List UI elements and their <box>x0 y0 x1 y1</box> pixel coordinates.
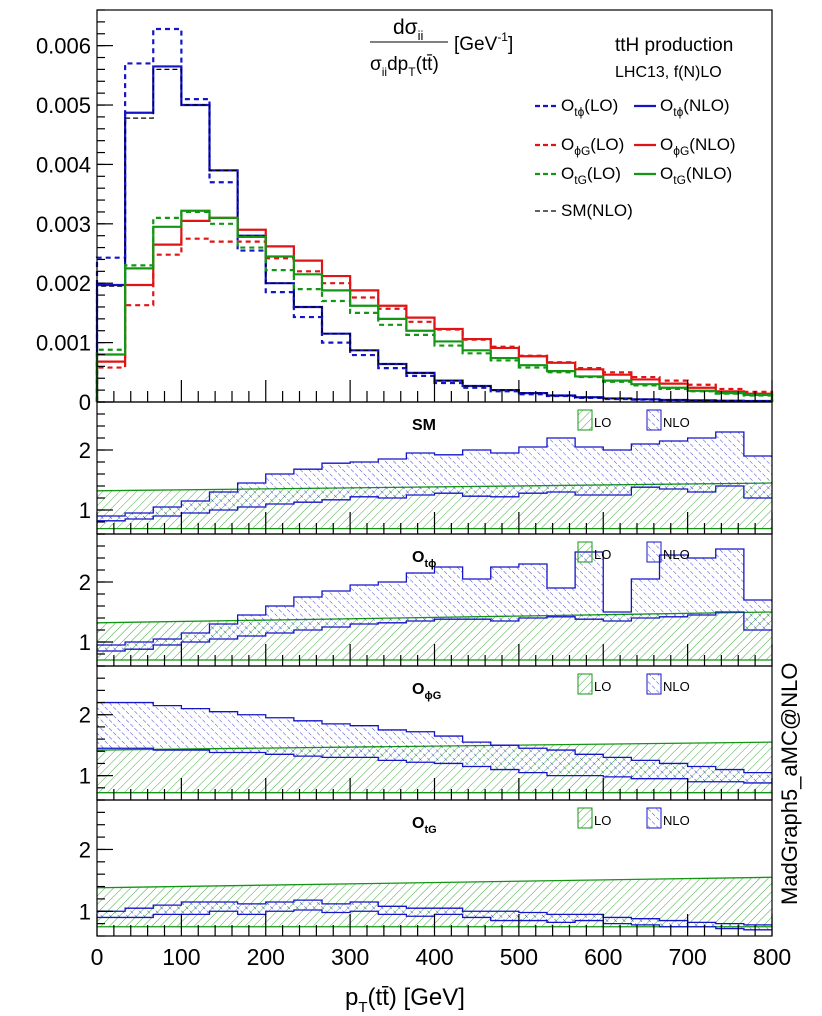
y-tick-label: 0.006 <box>36 34 91 59</box>
formula-denominator: σiidpT(tt̄) <box>370 54 439 79</box>
x-axis: 0 100 200 300 400 500 600 700 800 <box>91 944 792 970</box>
x-tick-label: 400 <box>415 944 453 970</box>
nlo-band-lower <box>97 485 772 522</box>
legend-entry-tphi-lo: Otϕ(LO) <box>535 96 618 119</box>
x-tick-label: 100 <box>162 944 200 970</box>
lo-legend-swatch <box>577 807 593 829</box>
legend-label: OϕG(NLO) <box>660 135 736 158</box>
x-axis-title: pT(tt̄) [GeV] <box>345 984 465 1016</box>
legend-entry-phiG-nlo: OϕG(NLO) <box>634 135 736 158</box>
main-legend: Otϕ(LO) Otϕ(NLO) OϕG(LO) OϕG(NLO) OtG(LO) OtG… <box>535 96 736 220</box>
series-tG-nlo <box>95 209 774 402</box>
ratio-y-tick-label: 1 <box>79 498 91 523</box>
x-tick-label: 600 <box>584 944 622 970</box>
formula-units: [GeV-1] <box>454 30 513 55</box>
ratio-y-tick-label: 2 <box>79 703 91 728</box>
formula-numerator: dσii <box>393 16 424 43</box>
y-tick-label: 0.005 <box>36 93 91 118</box>
ratio-panel-label: SM <box>412 417 436 434</box>
legend-label: OtG(LO) <box>561 164 621 187</box>
ratio-y-tick-label: 1 <box>79 630 91 655</box>
x-tick-label: 200 <box>247 944 285 970</box>
x-tick-label: 700 <box>668 944 706 970</box>
nlo-band-fill <box>97 432 772 521</box>
lo-legend-swatch <box>577 541 593 563</box>
x-tick-label: 800 <box>753 944 791 970</box>
ratio-panel-label: Otϕ <box>412 549 436 570</box>
x-tick-label: 300 <box>331 944 369 970</box>
ratio-panels: 1 2 SM LO NLO 1 2 Otϕ LO NLO 1 2 OϕG LO NLO 1 2 OtG LO NLO <box>79 401 773 937</box>
legend-entry-tG-lo: OtG(LO) <box>535 164 621 187</box>
nlo-band-upper <box>97 548 772 646</box>
nlo-legend-swatch <box>646 409 662 431</box>
nlo-legend-swatch <box>646 541 662 563</box>
nlo-band-upper <box>97 899 772 926</box>
lo-legend-label: LO <box>594 547 611 562</box>
legend-entry-phiG-lo: OϕG(LO) <box>535 135 624 158</box>
ratio-panel-2: 1 2 Otϕ LO NLO <box>79 533 773 667</box>
lo-legend-label: LO <box>594 813 611 828</box>
generator-side-label: MadGraph5_aMC@NLO <box>777 663 802 905</box>
legend-entry-sm-nlo: SM(NLO) <box>535 201 633 220</box>
ratio-panel-3: 1 2 OϕG LO NLO <box>79 665 773 801</box>
process-label: ttH production <box>615 35 733 56</box>
lo-legend-swatch <box>577 673 593 695</box>
nlo-legend-swatch <box>646 673 662 695</box>
lo-band-upper <box>96 876 773 889</box>
nlo-legend-label: NLO <box>663 679 690 694</box>
legend-label: Otϕ(NLO) <box>660 96 730 119</box>
legend-label: OϕG(LO) <box>561 135 624 158</box>
lo-legend-label: LO <box>594 679 611 694</box>
lo-legend-label: LO <box>594 415 611 430</box>
legend-label: SM(NLO) <box>561 201 633 220</box>
y-tick-label: 0.003 <box>36 212 91 237</box>
y-tick-label: 0.002 <box>36 271 91 296</box>
ratio-y-tick-label: 2 <box>79 837 91 862</box>
main-ticks-layer: 0 0.001 0.002 0.003 0.004 0.005 0.006 <box>36 9 773 415</box>
main-series-layer <box>95 27 774 403</box>
main-panel: 0 0.001 0.002 0.003 0.004 0.005 0.006 dσii σii… <box>36 9 774 415</box>
ratio-panel-4: 1 2 OtG LO NLO <box>79 799 773 937</box>
series-tphi-nlo <box>95 65 774 403</box>
ratio-panel-1: 1 2 SM LO NLO <box>79 401 773 535</box>
ratio-y-tick-label: 1 <box>79 764 91 789</box>
ratio-y-tick-label: 1 <box>79 899 91 924</box>
nlo-band-fill <box>97 702 772 783</box>
nlo-band-lower <box>97 611 772 652</box>
nlo-band-lower <box>97 747 772 784</box>
y-tick-label: 0 <box>79 390 91 415</box>
series-sm-nlo <box>96 68 773 402</box>
legend-entry-tG-nlo: OtG(NLO) <box>634 164 732 187</box>
nlo-legend-label: NLO <box>663 415 690 430</box>
legend-label: Otϕ(LO) <box>561 96 618 119</box>
y-tick-label: 0.004 <box>36 152 91 177</box>
ratio-y-tick-label: 2 <box>79 438 91 463</box>
nlo-legend-label: NLO <box>663 547 690 562</box>
legend-entry-tphi-nlo: Otϕ(NLO) <box>634 96 730 119</box>
nlo-legend-label: NLO <box>663 813 690 828</box>
y-axis-title: dσii σiidpT(tt̄) [GeV-1] <box>370 16 513 79</box>
x-tick-label: 500 <box>500 944 538 970</box>
ratio-y-tick-label: 2 <box>79 570 91 595</box>
y-tick-label: 0.001 <box>36 331 91 356</box>
collider-label: LHC13, f(N)LO <box>615 64 722 81</box>
nlo-band-upper <box>97 701 772 774</box>
legend-label: OtG(NLO) <box>660 164 732 187</box>
ratio-panel-label: OtG <box>412 815 437 836</box>
x-tick-label: 0 <box>91 944 104 970</box>
nlo-band-upper <box>97 431 772 517</box>
ratio-panel-label: OϕG <box>412 681 441 702</box>
nlo-legend-swatch <box>646 807 662 829</box>
lo-legend-swatch <box>577 409 593 431</box>
